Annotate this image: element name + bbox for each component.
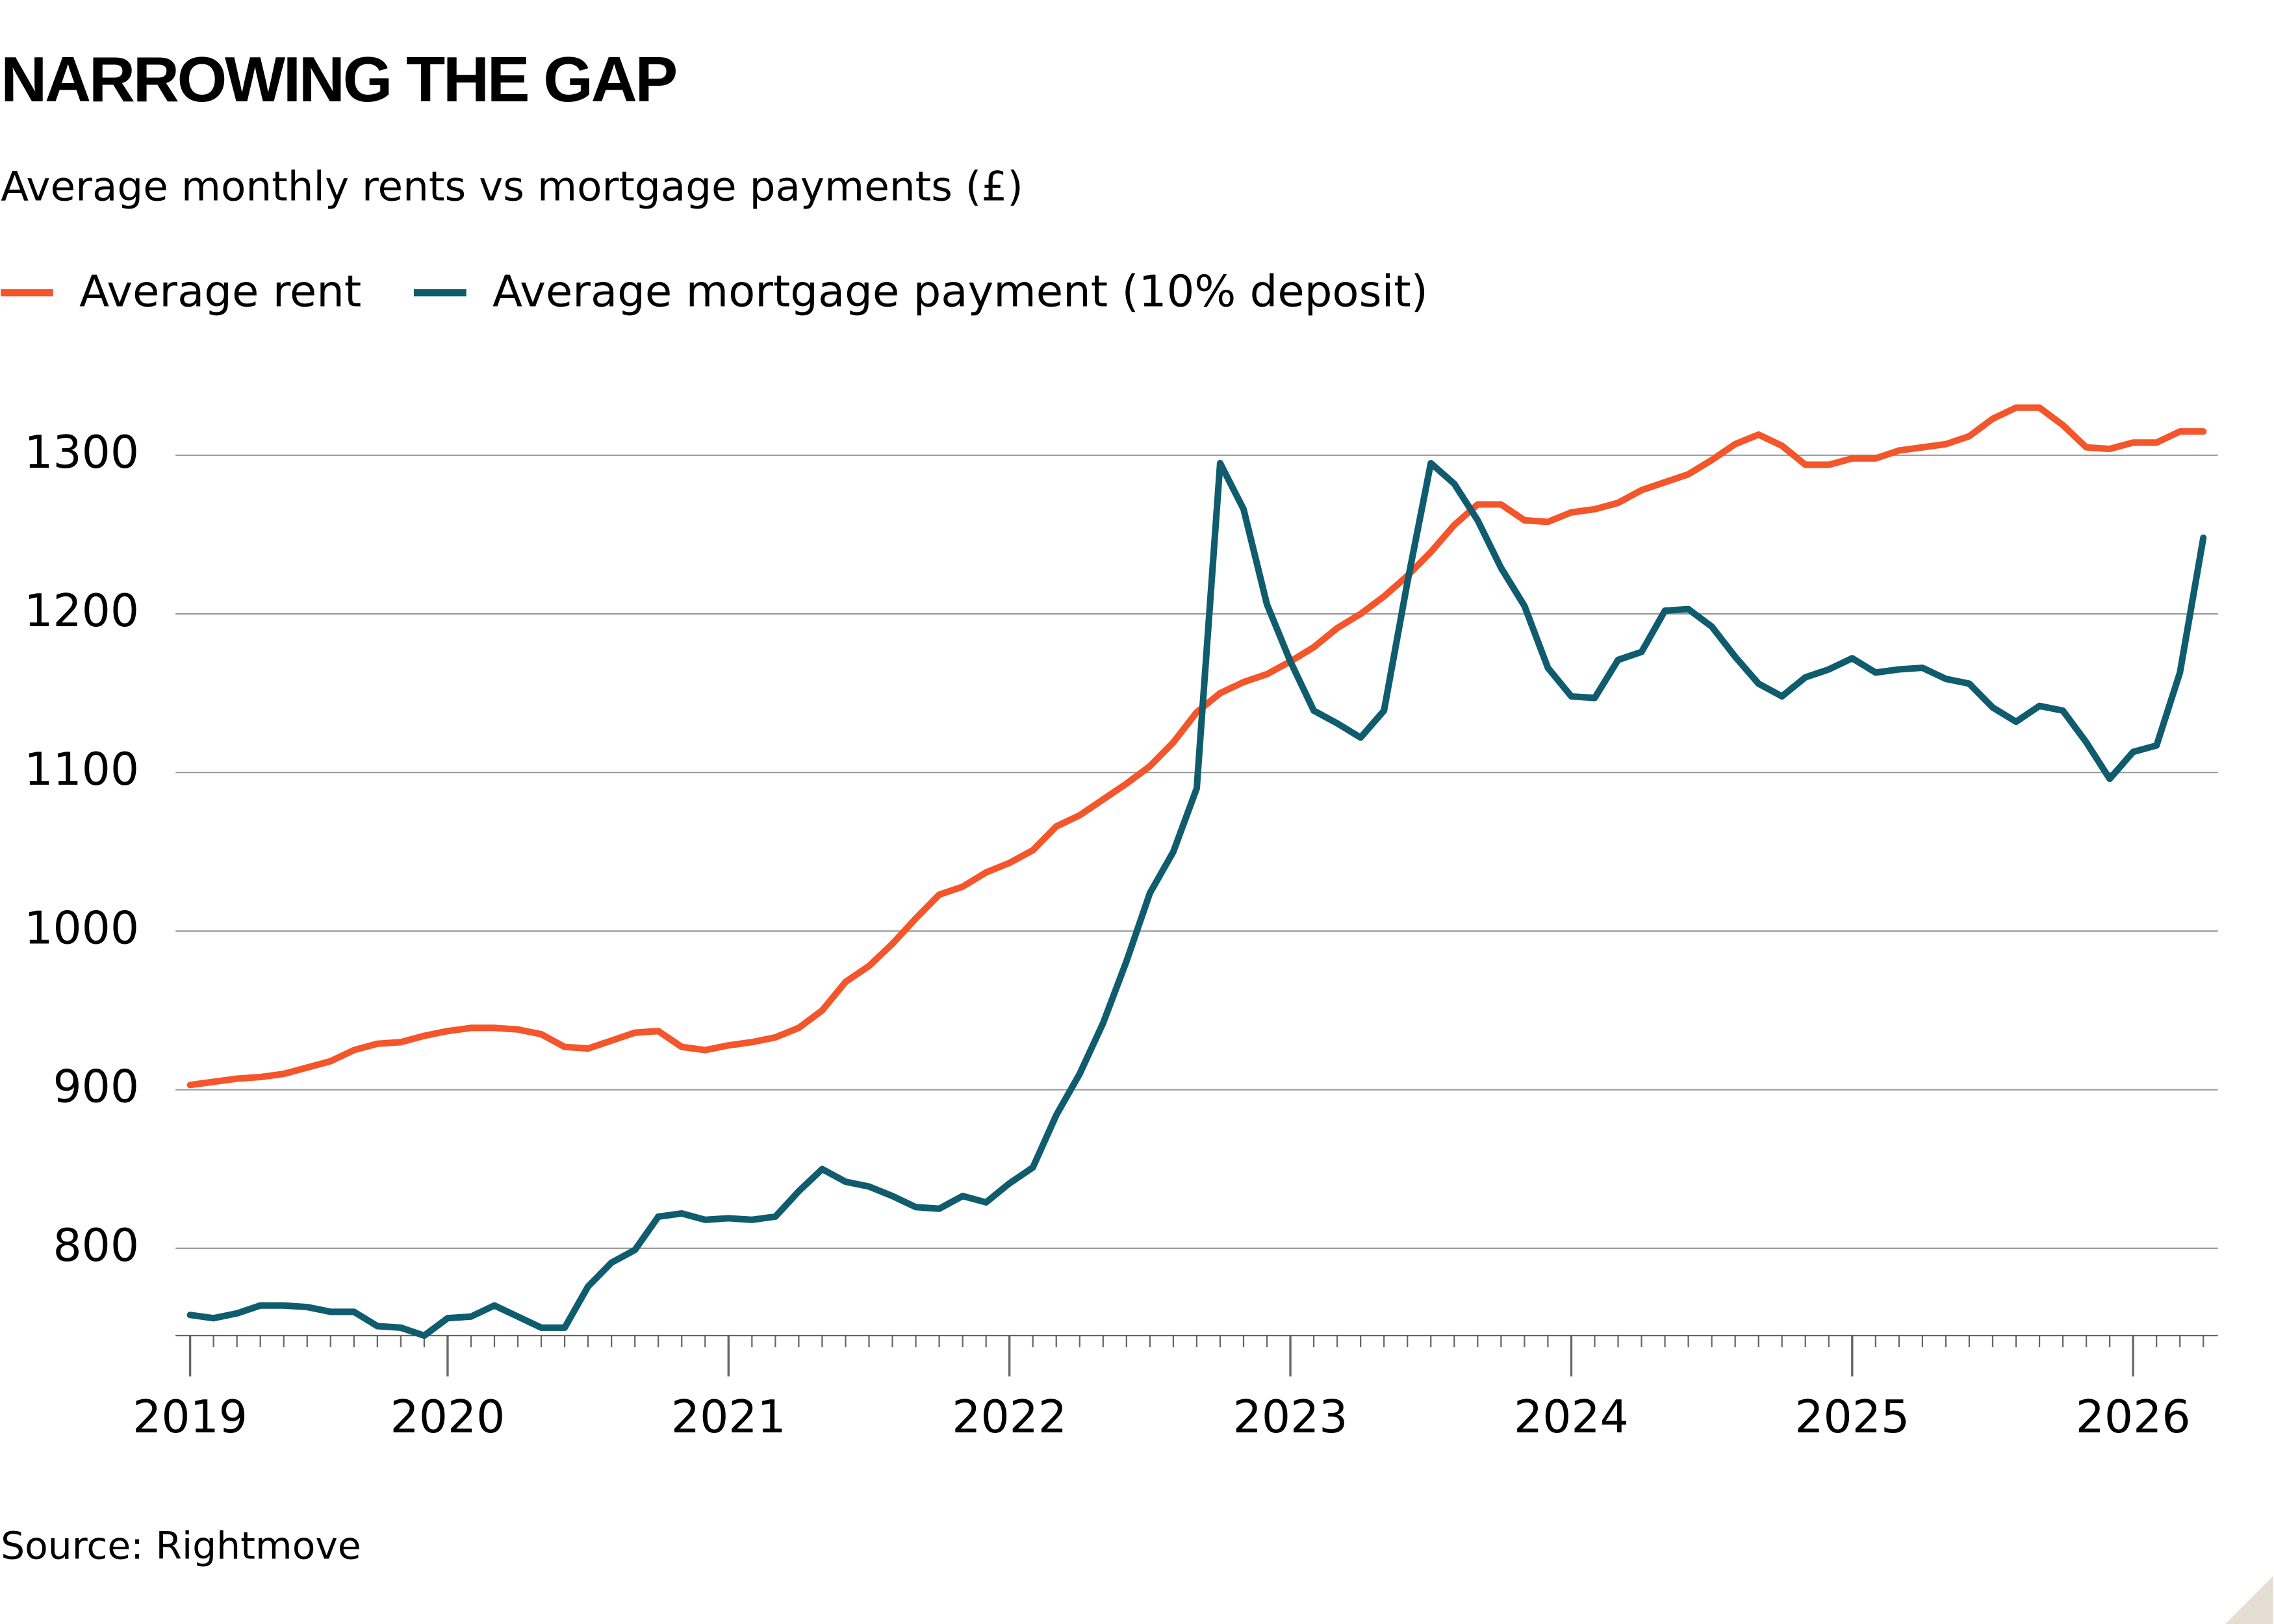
x-tick-label: 2025 [1795,1391,1910,1443]
corner-decoration [2225,1576,2273,1624]
y-tick-label: 1100 [24,743,139,796]
legend-label: Average mortgage payment (10% deposit) [492,266,1428,316]
x-tick-label: 2026 [2076,1391,2191,1443]
x-tick-label: 2020 [390,1391,505,1443]
x-tick-label: 2021 [671,1391,786,1443]
legend-label: Average rent [79,266,361,316]
x-tick-label: 2022 [952,1391,1067,1443]
y-tick-label: 1300 [24,426,139,479]
y-tick-label: 1000 [24,902,139,954]
y-tick-label: 900 [53,1061,139,1113]
y-tick-label: 1200 [24,585,139,637]
series-line [186,404,2207,1089]
series-line [186,459,2207,1339]
source: Source: Rightmove [1,1524,361,1568]
x-tick-label: 2019 [133,1391,248,1443]
y-tick-label: 800 [53,1219,139,1272]
chart-title: NARROWING THE GAP [1,44,676,115]
x-tick-label: 2023 [1233,1391,1348,1443]
chart-subtitle: Average monthly rents vs mortgage paymen… [1,163,1023,210]
x-tick-label: 2024 [1514,1391,1629,1443]
